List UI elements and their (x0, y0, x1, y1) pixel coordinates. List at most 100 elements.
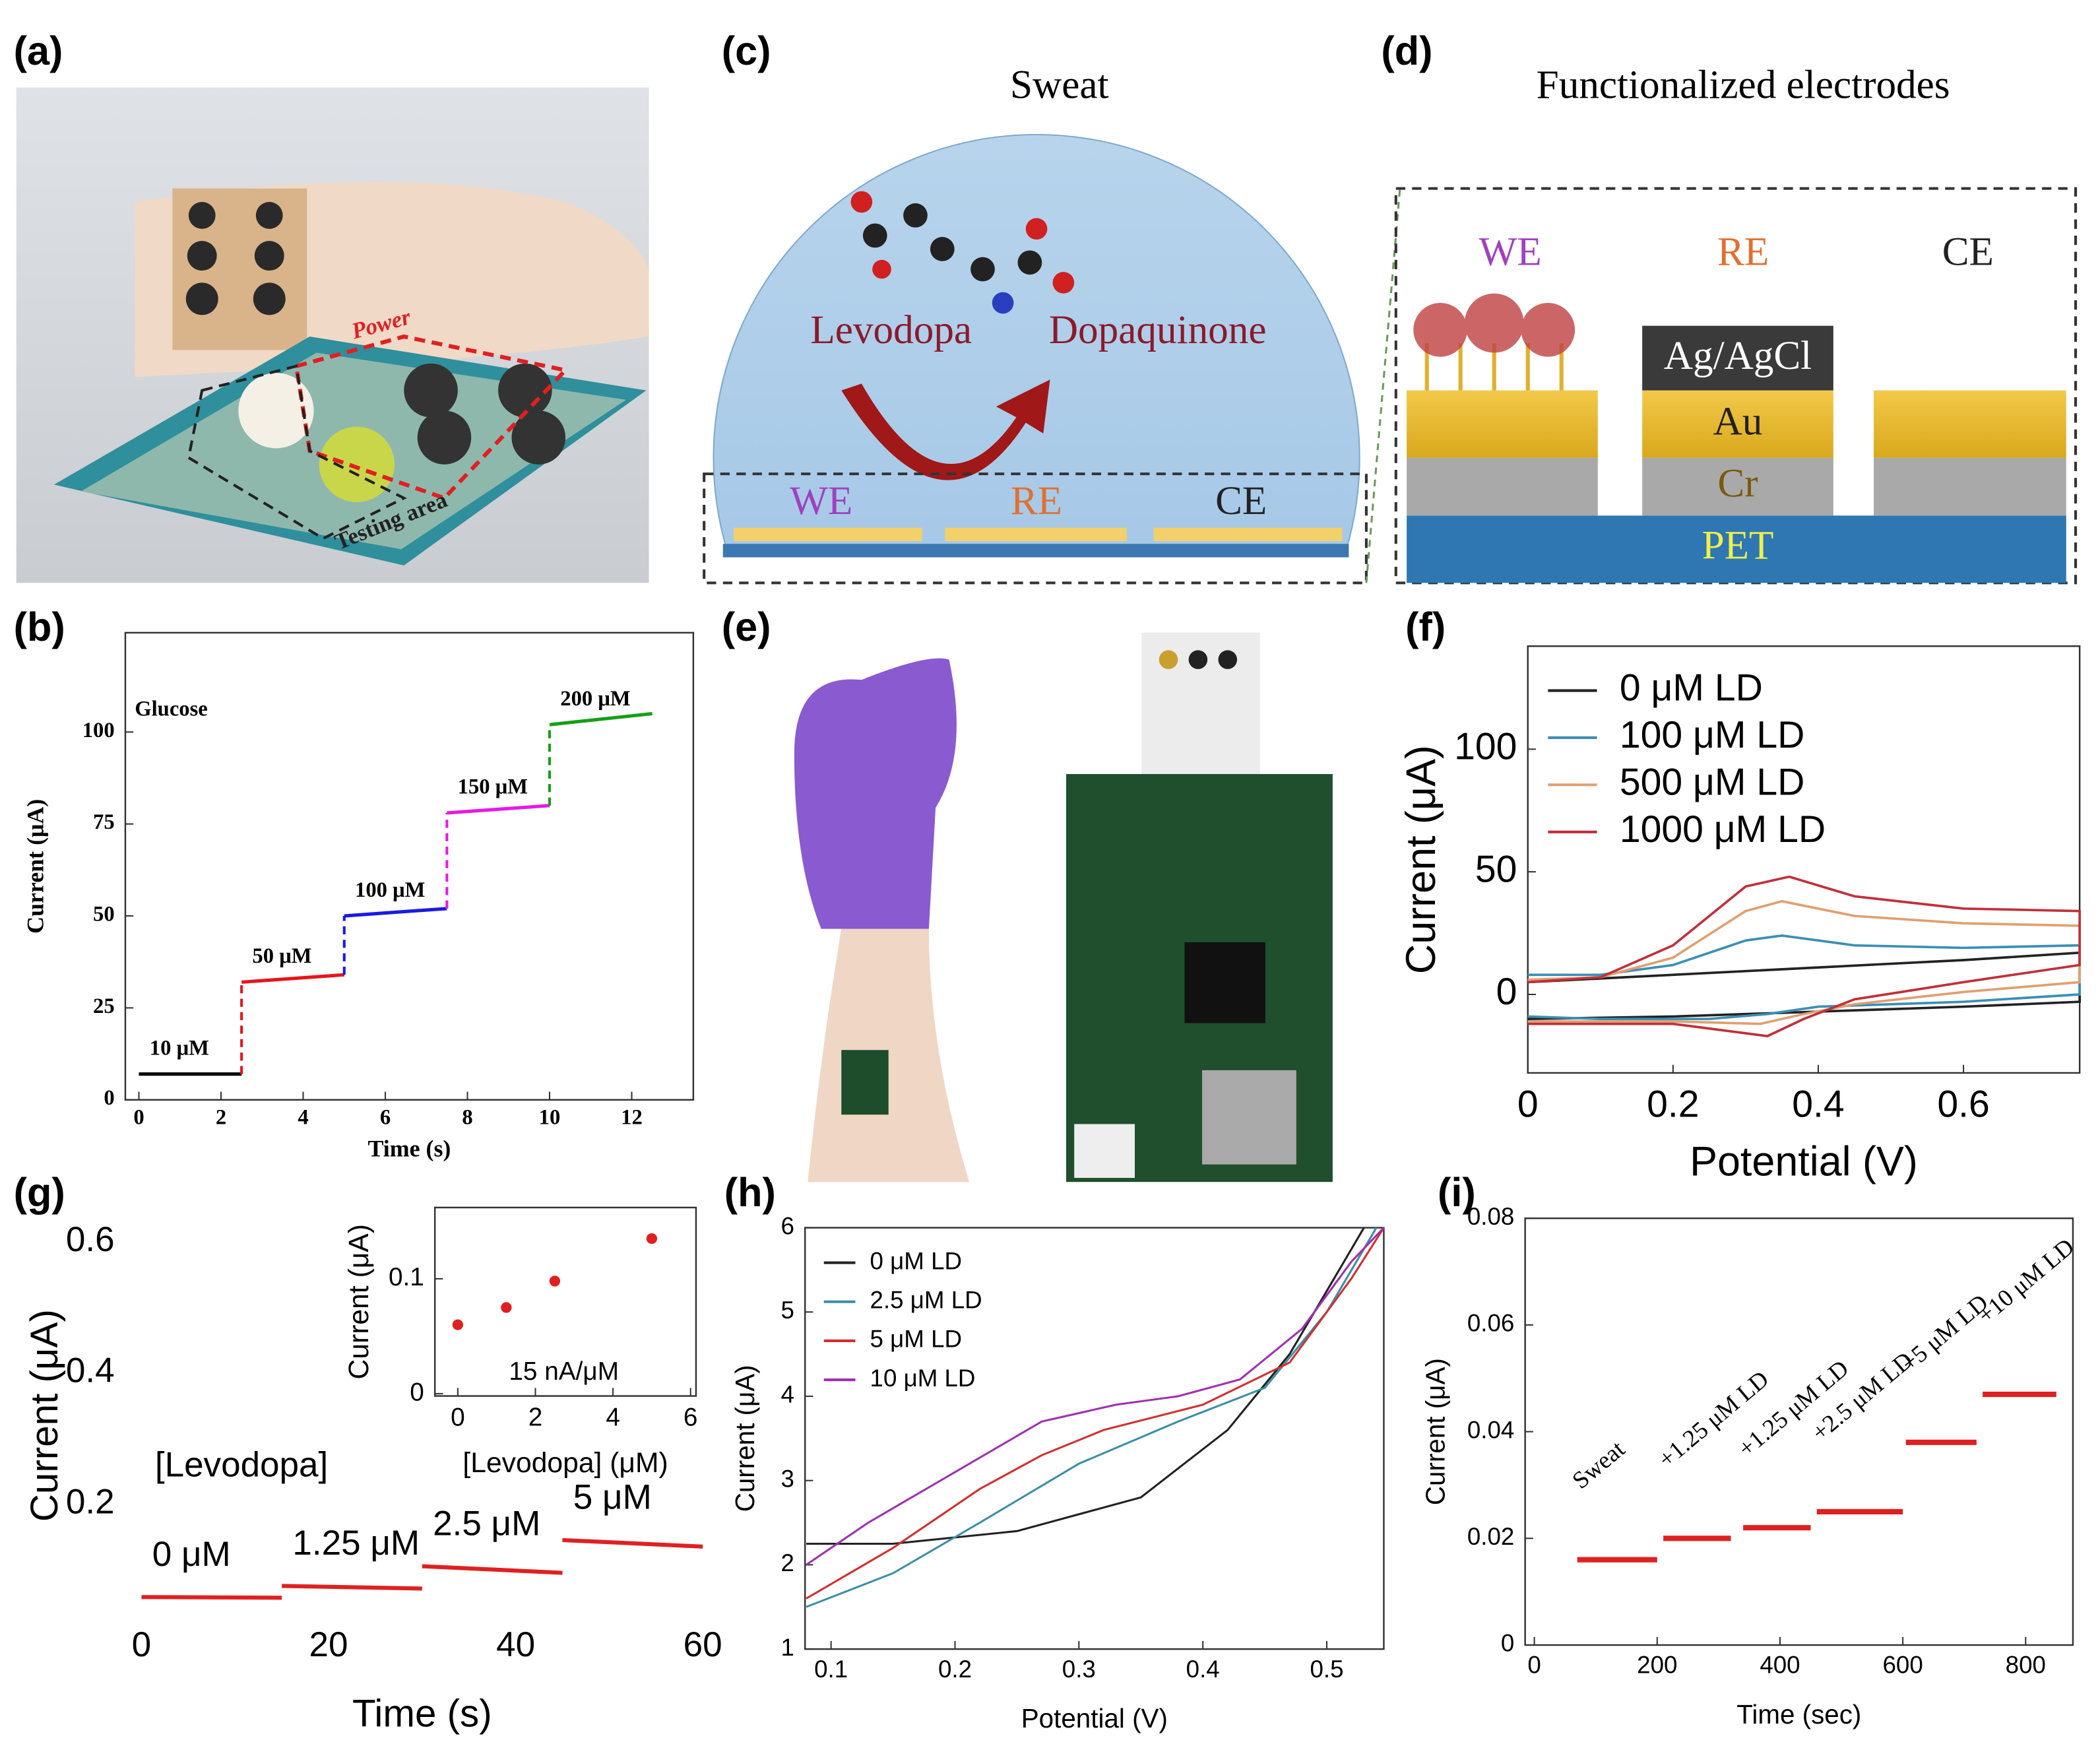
x-tick-label: 2 (528, 1404, 543, 1432)
x-tick-label: 0 (132, 1625, 152, 1664)
legend-label: 5 μM LD (870, 1326, 963, 1353)
y-tick-label: 0.04 (1467, 1416, 1514, 1443)
x-axis-label: Potential (V) (1021, 1703, 1168, 1733)
series-label: 100 μM (355, 878, 425, 902)
line (806, 1227, 1378, 1608)
panel-label: (g) (14, 1170, 65, 1215)
x-tick-label: 600 (1882, 1652, 1923, 1679)
y-tick-label: 50 (1475, 848, 1517, 890)
y-tick-label: 0.06 (1467, 1310, 1514, 1337)
product: Dopaquinone (1049, 307, 1267, 352)
point (452, 1319, 464, 1330)
reactant: Levodopa (810, 307, 972, 352)
electrode (1218, 650, 1238, 669)
electrode (945, 527, 1127, 542)
electrode (1153, 527, 1343, 542)
x-tick-label: 0 (1517, 1083, 1539, 1125)
title: Functionalized electrodes (1537, 63, 1950, 108)
x-tick-label: 200 (1637, 1652, 1677, 1679)
x-tick-label: 60 (684, 1625, 722, 1664)
title: Sweat (1010, 63, 1109, 108)
panel-c: Sweat Levodopa Dopaquinone WE RE CE (703, 63, 1401, 585)
layer-label: PET (1702, 523, 1774, 567)
plot-frame (124, 631, 695, 1101)
x-axis-label: Time (sec) (1736, 1699, 1861, 1730)
electrode (404, 363, 458, 418)
card-slot (1202, 1070, 1296, 1165)
y-tick-label: 3 (780, 1465, 794, 1492)
y-tick-label: 25 (93, 994, 115, 1018)
x-tick-label: 0.4 (1792, 1083, 1844, 1125)
electrode (1159, 650, 1178, 669)
y-tick-label: 0.02 (1467, 1523, 1514, 1550)
legend-label: 1000 μM LD (1620, 808, 1826, 851)
x-tick-label: 0.3 (1062, 1656, 1096, 1683)
series-label: 150 μM (458, 775, 528, 799)
line (422, 1564, 563, 1575)
line (549, 711, 652, 727)
x-tick-label: 12 (621, 1106, 643, 1130)
x-tick-label: 40 (496, 1625, 535, 1664)
substrate (722, 544, 1349, 558)
y-tick-label: 0.6 (66, 1220, 115, 1259)
y-tick-label: 6 (780, 1212, 794, 1239)
plot-frame (1524, 1217, 2074, 1646)
series-label: Sweat (1567, 1435, 1630, 1494)
x-tick-label: 20 (309, 1625, 348, 1664)
x-tick-label: 0.4 (1186, 1656, 1220, 1683)
series-label: +10 μM LD (1972, 1233, 2079, 1328)
au-layer (1874, 390, 2066, 458)
y-tick-label: 0 (1496, 971, 1517, 1013)
electrode-label: WE (790, 478, 852, 523)
x-tick-label: 8 (462, 1106, 472, 1130)
electrode-label: CE (1942, 230, 1994, 275)
plot-frame (1527, 645, 2081, 1074)
y-axis-label: Current (μA) (23, 1309, 66, 1522)
cr-layer (1642, 457, 1833, 516)
y-axis-label: Current (μA) (730, 1365, 760, 1512)
y-tick-label: 2 (780, 1549, 794, 1576)
y-tick-label: 0 (410, 1378, 424, 1406)
molecule (850, 191, 1075, 314)
series-label: 2.5 μM (433, 1504, 540, 1543)
panel-label: (e) (722, 604, 771, 649)
layer-label: Ag/AgCl (1664, 333, 1812, 378)
x-tick-label: 0.2 (1647, 1083, 1699, 1125)
x-axis-label: [Levodopa] (μM) (462, 1447, 668, 1479)
y-tick-label: 0.4 (66, 1351, 115, 1390)
enzymes (1413, 293, 1575, 357)
electrode-label: CE (1215, 478, 1267, 523)
x-tick-label: 6 (380, 1106, 391, 1130)
line (806, 1227, 1365, 1545)
y-tick-label: 100 (1454, 725, 1517, 767)
y-axis-label: Current (μA) (1420, 1358, 1451, 1505)
x-tick-label: 2 (216, 1106, 226, 1130)
electrode (417, 410, 472, 465)
y-tick-label: 0.2 (66, 1482, 115, 1521)
panel-d: Functionalized electrodes WE RE CE Ag/Ag… (1394, 63, 2078, 585)
legend-label: 500 μM LD (1620, 761, 1805, 803)
x-tick-label: 4 (606, 1404, 620, 1432)
y-axis-label: Current (μA) (1398, 745, 1444, 974)
series-label: 1.25 μM (292, 1524, 420, 1563)
x-tick-label: 6 (684, 1404, 698, 1432)
panel-label: (b) (14, 604, 65, 649)
y-tick-label: 0.08 (1467, 1203, 1514, 1230)
annotation: Glucose (135, 697, 208, 721)
series-label: 50 μM (252, 944, 311, 968)
y-axis-label: Current (μA) (22, 799, 49, 934)
line (241, 973, 344, 984)
x-tick-label: 0 (451, 1404, 465, 1432)
panel-label: (c) (722, 28, 771, 73)
point (646, 1233, 658, 1245)
power-box (294, 334, 570, 501)
x-tick-label: 0.1 (814, 1656, 848, 1683)
panel-label: (h) (724, 1170, 776, 1215)
electrode (734, 527, 922, 542)
x-tick-label: 800 (2006, 1652, 2046, 1679)
y-tick-label: 75 (93, 810, 115, 834)
cr-layer (1407, 457, 1598, 516)
panel-label: (d) (1381, 28, 1432, 73)
panel-label: (f) (1405, 604, 1446, 649)
